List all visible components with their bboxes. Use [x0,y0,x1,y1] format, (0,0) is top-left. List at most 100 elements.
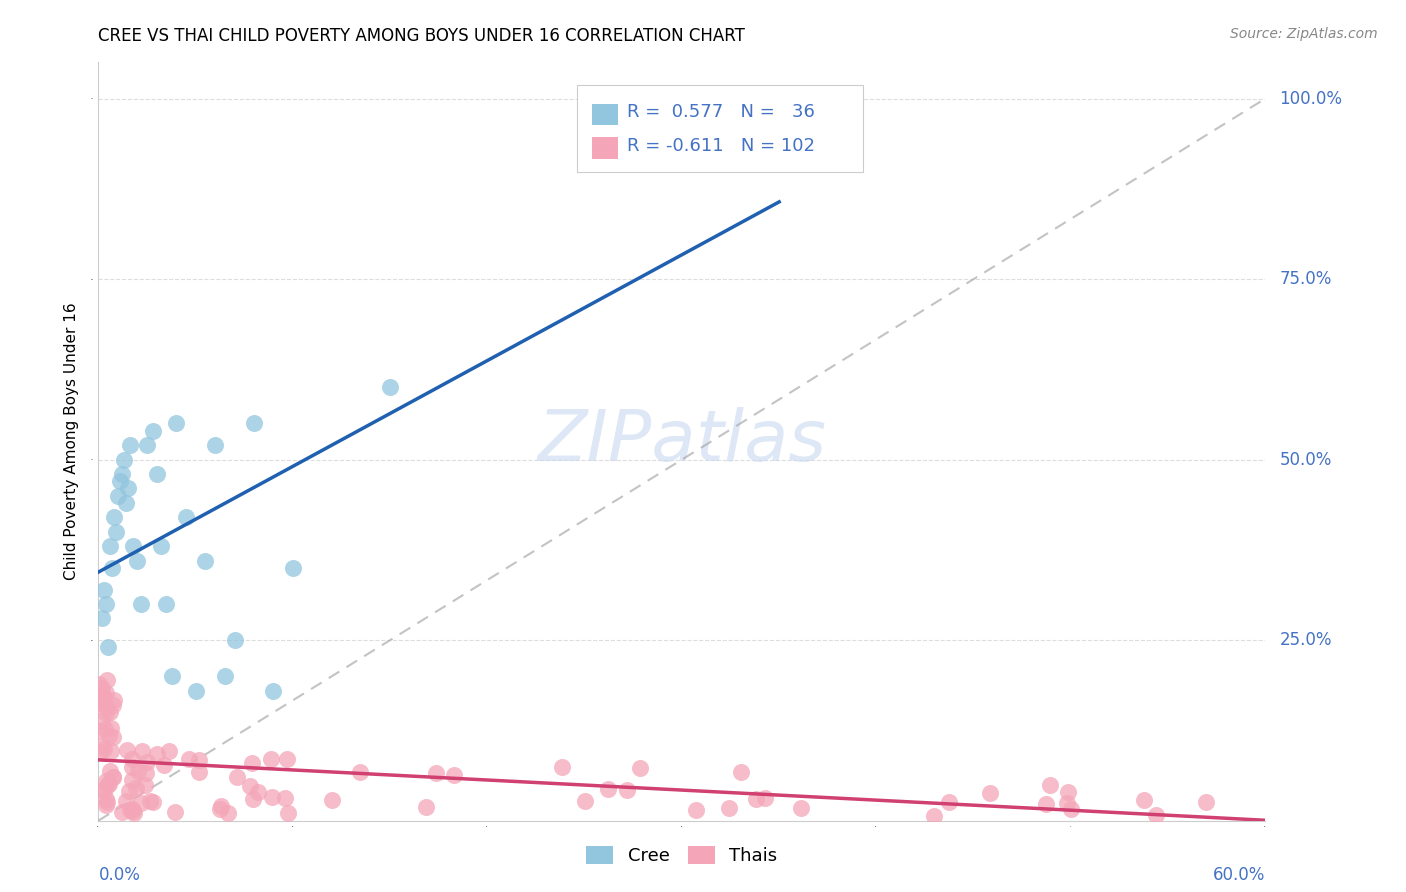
Point [89,677,111,691]
Point [187,764,209,779]
Point [146,747,169,761]
Point [922,808,945,822]
Point [107,489,129,503]
Point [100,744,122,758]
Point [111,467,134,481]
Text: 60.0%: 60.0% [1213,866,1265,884]
Point [204,438,226,452]
Point [262,683,284,698]
Point [153,758,176,772]
Point [194,554,217,568]
Point [103,693,125,707]
Point [111,805,134,819]
Point [91,611,114,625]
Point [122,805,145,820]
Point [149,539,172,553]
Point [118,784,141,798]
Point [134,779,156,793]
Point [1056,797,1078,811]
Point [87,724,110,739]
Point [118,803,141,817]
Text: R = -0.611   N = 102: R = -0.611 N = 102 [627,136,815,155]
Text: 25.0%: 25.0% [1279,632,1331,649]
Point [121,801,143,815]
Point [717,801,740,815]
Point [122,804,145,818]
Point [90,714,112,728]
Point [748,91,770,105]
Text: R =  0.577   N =   36: R = 0.577 N = 36 [627,103,815,120]
Point [1133,792,1156,806]
Point [114,496,136,510]
Point [628,761,651,775]
Point [121,752,143,766]
Point [208,802,231,816]
Point [260,752,283,766]
Point [239,779,262,793]
Point [97,777,120,791]
Text: CREE VS THAI CHILD POVERTY AMONG BOYS UNDER 16 CORRELATION CHART: CREE VS THAI CHILD POVERTY AMONG BOYS UN… [98,27,745,45]
Point [243,417,266,431]
Legend: Cree, Thais: Cree, Thais [579,838,785,872]
Point [187,753,209,767]
Point [262,790,284,805]
Point [101,770,124,784]
Point [177,752,200,766]
Text: Source: ZipAtlas.com: Source: ZipAtlas.com [1230,27,1378,41]
Text: 100.0%: 100.0% [1279,89,1343,108]
Point [121,760,143,774]
Point [443,768,465,782]
Point [174,510,197,524]
Point [281,561,304,575]
Point [1039,778,1062,792]
Text: ZIPatlas: ZIPatlas [537,407,827,476]
Point [135,755,157,769]
Point [96,798,118,813]
Point [1035,797,1057,811]
Point [730,765,752,780]
Point [790,801,813,815]
Point [598,782,620,797]
Point [101,561,124,575]
Point [226,770,249,784]
Point [91,688,114,702]
Point [89,693,111,707]
Point [1144,807,1167,822]
Point [744,792,766,806]
Point [98,764,121,778]
Point [938,795,960,809]
Point [184,683,207,698]
Point [349,765,371,780]
Point [246,785,269,799]
Point [142,424,165,438]
Point [89,696,111,710]
Point [574,793,596,807]
Point [96,597,118,611]
Point [551,760,574,774]
Point [135,765,157,780]
Point [139,793,162,807]
Point [96,700,118,714]
Point [240,756,263,771]
Y-axis label: Child Poverty Among Boys Under 16: Child Poverty Among Boys Under 16 [65,302,79,581]
Point [93,742,115,756]
Point [979,786,1001,800]
Point [121,773,143,788]
Point [415,800,437,814]
Point [93,691,115,706]
Point [1060,802,1083,816]
Point [101,731,124,745]
Point [129,796,152,810]
Bar [592,137,617,159]
Point [616,783,638,797]
Point [127,554,149,568]
Point [97,640,120,655]
Point [125,780,148,795]
FancyBboxPatch shape [576,85,863,172]
Point [685,803,707,817]
Point [155,597,177,611]
Point [112,452,135,467]
Text: 75.0%: 75.0% [1279,270,1331,288]
Point [162,669,184,683]
Point [131,743,153,757]
